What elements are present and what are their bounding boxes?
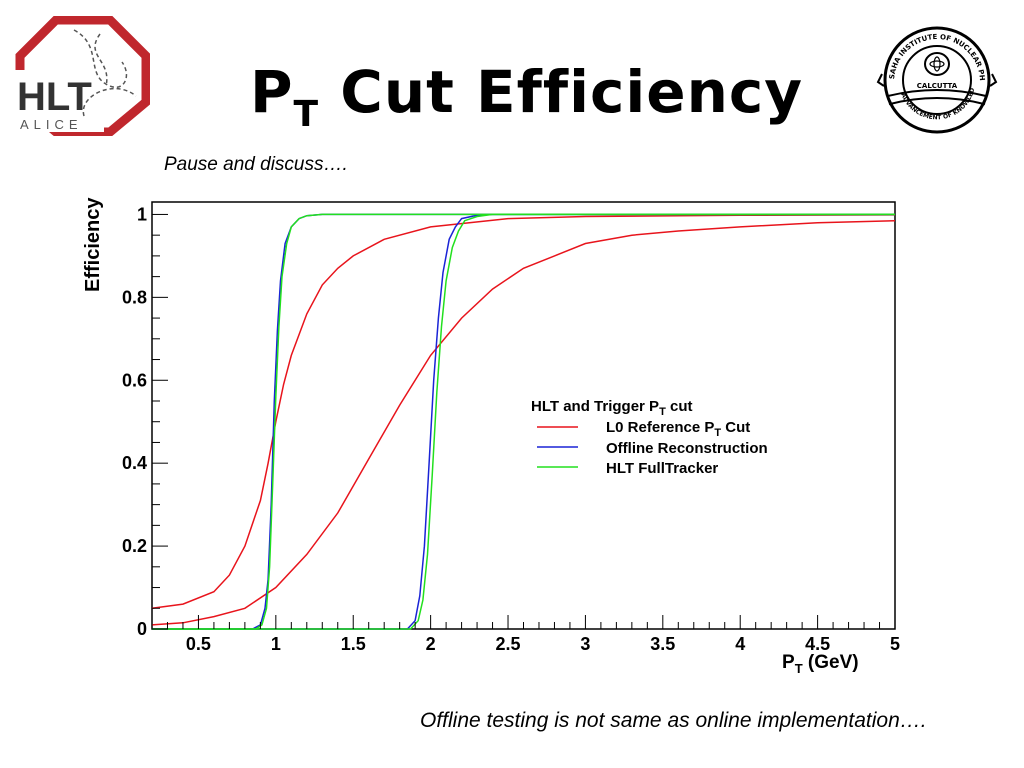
x-tick-label: 2 [426, 634, 436, 654]
x-tick-label: 1.5 [341, 634, 366, 654]
title-subscript: T [293, 94, 320, 135]
x-tick-label: 5 [890, 634, 900, 654]
y-tick-label: 0.6 [122, 370, 147, 390]
caption-pause: Pause and discuss…. [164, 154, 348, 175]
legend-title: HLT and Trigger PT cut [531, 398, 692, 418]
caption-offline-note: Offline testing is not same as online im… [420, 709, 927, 732]
x-tick-label: 0.5 [186, 634, 211, 654]
legend-label-offline-reconstruction: Offline Reconstruction [606, 440, 768, 457]
legend-title-main: HLT and Trigger P [531, 398, 659, 415]
x-tick-label: 4.5 [805, 634, 830, 654]
x-axis-label-rest: (GeV) [803, 652, 859, 673]
x-tick-label: 2.5 [496, 634, 521, 654]
series-0-curve-0 [151, 214, 896, 610]
series-0-curve-1 [151, 219, 896, 626]
y-tick-label: 0.2 [122, 536, 147, 556]
series-1-curve-1 [152, 213, 895, 630]
x-axis-label: PT (GeV) [782, 652, 859, 676]
hlt-alice-logo: HLT ALICE [14, 16, 150, 136]
series-2-curve-0 [152, 213, 895, 630]
y-tick-label: 1 [137, 204, 147, 224]
title-rest: Cut Efficiency [319, 58, 804, 126]
x-tick-label: 1 [271, 634, 281, 654]
y-tick-label: 0.8 [122, 287, 147, 307]
x-axis-label-sub: T [795, 661, 803, 676]
series-2-curve-1 [152, 213, 895, 630]
x-axis-label-main: P [782, 652, 795, 673]
series-1-curve-0 [152, 213, 895, 630]
logo-hlt-text: HLT [17, 75, 92, 119]
legend-title-sub: T [659, 406, 666, 418]
legend-label-l0-reference: L0 Reference PT Cut [606, 419, 750, 439]
x-tick-label: 3 [580, 634, 590, 654]
y-axis-label: Efficiency [82, 197, 104, 292]
legend-title-rest: cut [666, 398, 693, 415]
seal-center-text: CALCUTTA [917, 82, 958, 90]
y-tick-label: 0 [137, 619, 147, 639]
x-tick-label: 4 [735, 634, 745, 654]
legend: HLT and Trigger PT cut L0 Reference PT C… [531, 398, 768, 477]
logo-alice-text: ALICE [20, 117, 83, 132]
plot-frame [151, 201, 896, 630]
title-main: P [250, 58, 294, 126]
slide-title: PT Cut Efficiency [250, 58, 803, 135]
y-tick-label: 0.4 [122, 453, 147, 473]
x-tick-label: 3.5 [650, 634, 675, 654]
saha-institute-seal-logo: SAHA INSTITUTE OF NUCLEAR PHYSICS ADVANC… [874, 24, 998, 134]
legend-label-hlt-fulltracker: HLT FullTracker [606, 460, 718, 477]
